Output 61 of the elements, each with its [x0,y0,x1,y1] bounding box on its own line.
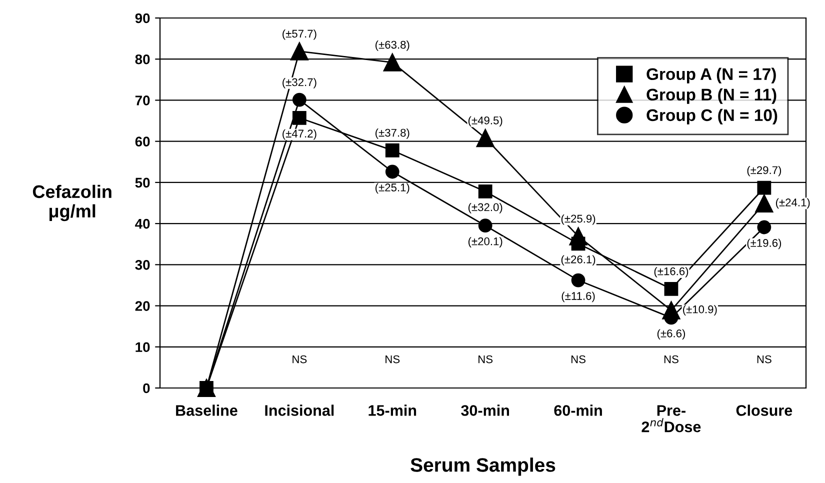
y-tick-label: 10 [136,342,150,352]
y-axis-title: Cefazolin μg/ml [32,184,112,222]
annotation: (±20.1) [468,237,502,248]
point [569,227,588,246]
point [664,282,678,296]
point [385,164,400,179]
annotation: NS [386,355,400,364]
annotation: NS [757,355,772,364]
y-tick-label: 40 [135,218,150,229]
annotation: (±32.7) [282,78,316,88]
annotation: (±63.8) [376,40,410,51]
annotation: (±19.6) [747,238,782,250]
point [385,143,400,158]
legend-label: Group B (N = 11) [646,88,776,104]
annotation: (±57.7) [282,29,316,40]
legend-label: Group C (N = 10) [646,108,778,124]
x-tick-label: 30-min [461,404,509,416]
annotation: (±26.1) [561,255,596,266]
annotation: (±24.1) [776,198,810,209]
point [478,218,492,233]
x-tick-label: 60-min [554,404,602,416]
point [757,180,772,195]
y-tick-label: 60 [135,136,150,147]
point [292,110,306,125]
annotation: (±47.2) [282,129,316,140]
annotation: (±25.1) [376,183,410,194]
annotation: (±11.6) [562,292,595,302]
annotation: NS [664,355,678,364]
y-tick-label: 50 [135,178,150,188]
y-tick-label: 80 [135,54,150,64]
point [478,184,492,198]
y-tick-label: 90 [135,13,150,24]
legend-label: Group A (N = 17) [646,68,776,84]
annotation: (±29.7) [747,166,782,176]
annotation: NS [478,355,493,364]
y-tick-label: 0 [143,383,150,394]
x-axis-title: Serum Samples [410,458,556,476]
annotation: (±16.6) [654,267,688,278]
x-tick-label: Pre- 2$^{nd}$Dose [642,405,701,432]
annotation: (±10.9) [683,305,717,316]
point [292,92,306,107]
y-tick-label: 20 [135,301,150,311]
y-tick-label: 70 [135,96,150,106]
annotation: (±25.9) [561,214,596,225]
point [383,53,402,72]
y-tick-label: 30 [135,260,150,270]
x-tick-label: 15-min [368,404,416,416]
x-tick-label: Closure [736,404,792,416]
point [755,194,774,212]
annotation: NS [292,355,307,364]
annotation: (±6.6) [657,329,686,340]
x-tick-label: Incisional [265,404,334,416]
x-tick-label: Baseline [176,404,238,416]
annotation: (±37.8) [376,128,410,139]
point [757,220,772,234]
point [476,129,494,148]
annotation: (±32.0) [468,202,502,214]
point [290,42,308,60]
point [571,273,586,288]
annotation: NS [571,355,586,364]
annotation: (±49.5) [468,116,502,127]
